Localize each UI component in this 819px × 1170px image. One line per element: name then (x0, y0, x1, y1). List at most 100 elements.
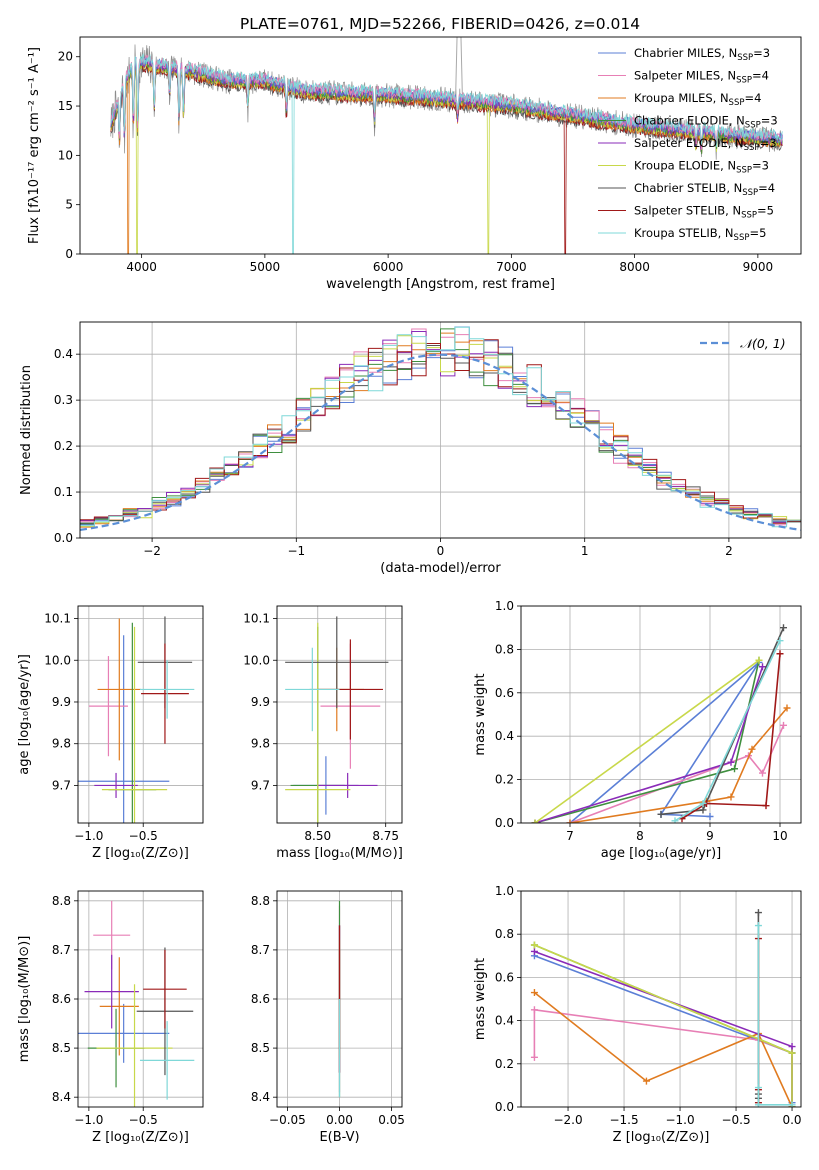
panel-weight_vs_age: 7 8 9 10 0.0 0.2 0.4 0.6 0.8 1.0 age [log₁₀(age/yr… (473, 599, 802, 861)
y-tick-label: 0.0 (54, 531, 73, 545)
x-tick-label: 8.75 (372, 829, 399, 843)
errorbar-salpeter-stelib (143, 949, 187, 1029)
weight-marker (530, 947, 538, 955)
axes-frame (77, 605, 204, 824)
x-tick-label: 7000 (496, 260, 527, 274)
y-tick-label: 0 (65, 247, 73, 261)
y-tick-label: 0.3 (54, 393, 73, 407)
x-tick-label: 10 (772, 829, 787, 843)
y-tick-label: 10 (58, 148, 73, 162)
y-tick-label: 10.1 (44, 612, 71, 626)
legend-entry-name: Kroupa STELIB, N (634, 226, 734, 240)
x-tick-label: −1.0 (74, 829, 103, 843)
errorbar-kroupa-elodie (101, 626, 168, 823)
x-tick-label: 5000 (250, 260, 281, 274)
legend-entry: Kroupa STELIB, NSSP=5 (634, 226, 766, 243)
panel-age_vs_mass: 8.50 8.75 9.7 9.8 9.9 10.0 10.1 mass [log₁₀(M/M… (243, 605, 403, 861)
legend-entry-name: Salpeter MILES, N (634, 69, 736, 83)
errorbar-kroupa-miles (97, 618, 142, 761)
panel-age_vs_Z: −1.0 −0.5 9.7 9.8 9.9 10.0 10.1 Z [log₁₀(Z/Z⊙)]… (17, 605, 204, 861)
weight-marker (776, 650, 784, 658)
y-tick-label: 10.0 (243, 653, 270, 667)
x-axis-label: mass [log₁₀(M/M⊙)] (276, 846, 403, 861)
x-tick-label: 4000 (126, 260, 157, 274)
legend-entry: Salpeter MILES, NSSP=4 (634, 69, 769, 86)
weight-line-kroupa-stelib (757, 925, 792, 1106)
y-tick-label: 9.7 (251, 778, 270, 792)
y-tick-label: 9.8 (52, 737, 71, 751)
weight-marker (754, 909, 762, 917)
panel-residuals: −2 −1 0 1 2 0.0 0.1 0.2 0.3 0.4 (data-model)/error… (19, 321, 802, 576)
y-tick-label: 8.4 (251, 1090, 270, 1104)
errorbar-chabrier-miles (78, 635, 170, 823)
y-tick-label: 5 (65, 198, 73, 212)
y-axis-label: mass weight (473, 673, 488, 755)
panel-spectrum: 4000 5000 6000 7000 8000 9000 0 5 10 15 20 waveleng… (27, 36, 802, 292)
errorbar-salpeter-stelib (141, 643, 189, 744)
normal-reference-curve (80, 353, 801, 531)
x-axis-label: Z [log₁₀(Z/Z⊙)] (613, 1130, 710, 1145)
legend-entry-value: =4 (758, 181, 775, 195)
weight-marker (727, 758, 735, 766)
legend-entry-name: Chabrier ELODIE, N (634, 114, 745, 128)
y-axis-label: age [log₁₀(age/yr)] (17, 654, 32, 775)
plot-area (78, 891, 203, 1107)
y-tick-label: 0.1 (54, 485, 73, 499)
y-tick-label: 9.9 (251, 695, 270, 709)
errorbar-salpeter-elodie (317, 772, 378, 798)
weight-marker (731, 765, 738, 773)
legend-entry-name: Chabrier MILES, N (634, 46, 737, 60)
y-tick-label: 8.8 (52, 894, 71, 908)
x-axis-label: (data-model)/error (380, 561, 501, 576)
y-tick-label: 9.7 (52, 778, 71, 792)
x-axis-label: wavelength [Angstrom, rest frame] (326, 277, 555, 292)
legend-entry-sub: SSP (742, 188, 758, 198)
x-tick-label: −1 (287, 544, 305, 558)
y-tick-label: 0.8 (495, 927, 514, 941)
y-tick-label: 9.9 (52, 695, 71, 709)
legend-entry-sub: SSP (741, 211, 757, 221)
errorbar-salpeter-elodie (84, 954, 139, 1029)
weight-line-chabrier-miles (569, 661, 760, 823)
weight-marker (780, 721, 787, 729)
x-tick-label: 2 (725, 544, 733, 558)
y-axis-label: mass [log₁₀(M/M⊙)] (17, 936, 32, 1063)
weight-line-salpeter-stelib (681, 653, 781, 820)
legend-entry-value: =4 (744, 91, 761, 105)
legend-entry-sub: SSP (737, 53, 753, 63)
weight-marker (788, 1101, 796, 1107)
weight-marker (759, 663, 766, 671)
legend-entry: Chabrier ELODIE, NSSP=3 (634, 114, 778, 131)
axes-frame (79, 36, 802, 255)
x-tick-label: 8000 (619, 260, 650, 274)
x-tick-label: −1.0 (74, 1113, 103, 1127)
weight-line-salpeter-miles (533, 1008, 793, 1107)
weight-marker (699, 806, 707, 814)
y-tick-label: 8.4 (52, 1090, 71, 1104)
y-tick-label: 9.8 (251, 737, 270, 751)
legend-entry-sub: SSP (734, 233, 750, 243)
plot-area (521, 606, 801, 823)
x-tick-label: 1 (581, 544, 589, 558)
weight-marker (530, 989, 538, 997)
errorbar-kroupa-elodie (96, 984, 173, 1107)
legend-entry: Chabrier STELIB, NSSP=4 (634, 181, 775, 198)
weight-marker (530, 1006, 538, 1014)
weight-marker (531, 819, 539, 823)
y-tick-label: 0.2 (495, 1057, 514, 1071)
y-axis-label: mass weight (473, 958, 488, 1040)
weight-marker (566, 819, 574, 823)
x-tick-label: 7 (566, 829, 574, 843)
y-tick-label: 8.5 (251, 1041, 270, 1055)
y-tick-label: 8.8 (251, 894, 270, 908)
histogram-kroupa-elodie (80, 335, 801, 527)
x-tick-label: 0.00 (326, 1113, 353, 1127)
x-tick-label: 0 (437, 544, 445, 558)
weight-marker (530, 941, 538, 949)
y-tick-label: 1.0 (495, 599, 514, 613)
weight-line-kroupa-elodie (534, 659, 760, 823)
x-tick-label: 6000 (373, 260, 404, 274)
legend-entry: Salpeter ELODIE, NSSP=3 (634, 136, 777, 153)
weight-marker (642, 1077, 650, 1085)
